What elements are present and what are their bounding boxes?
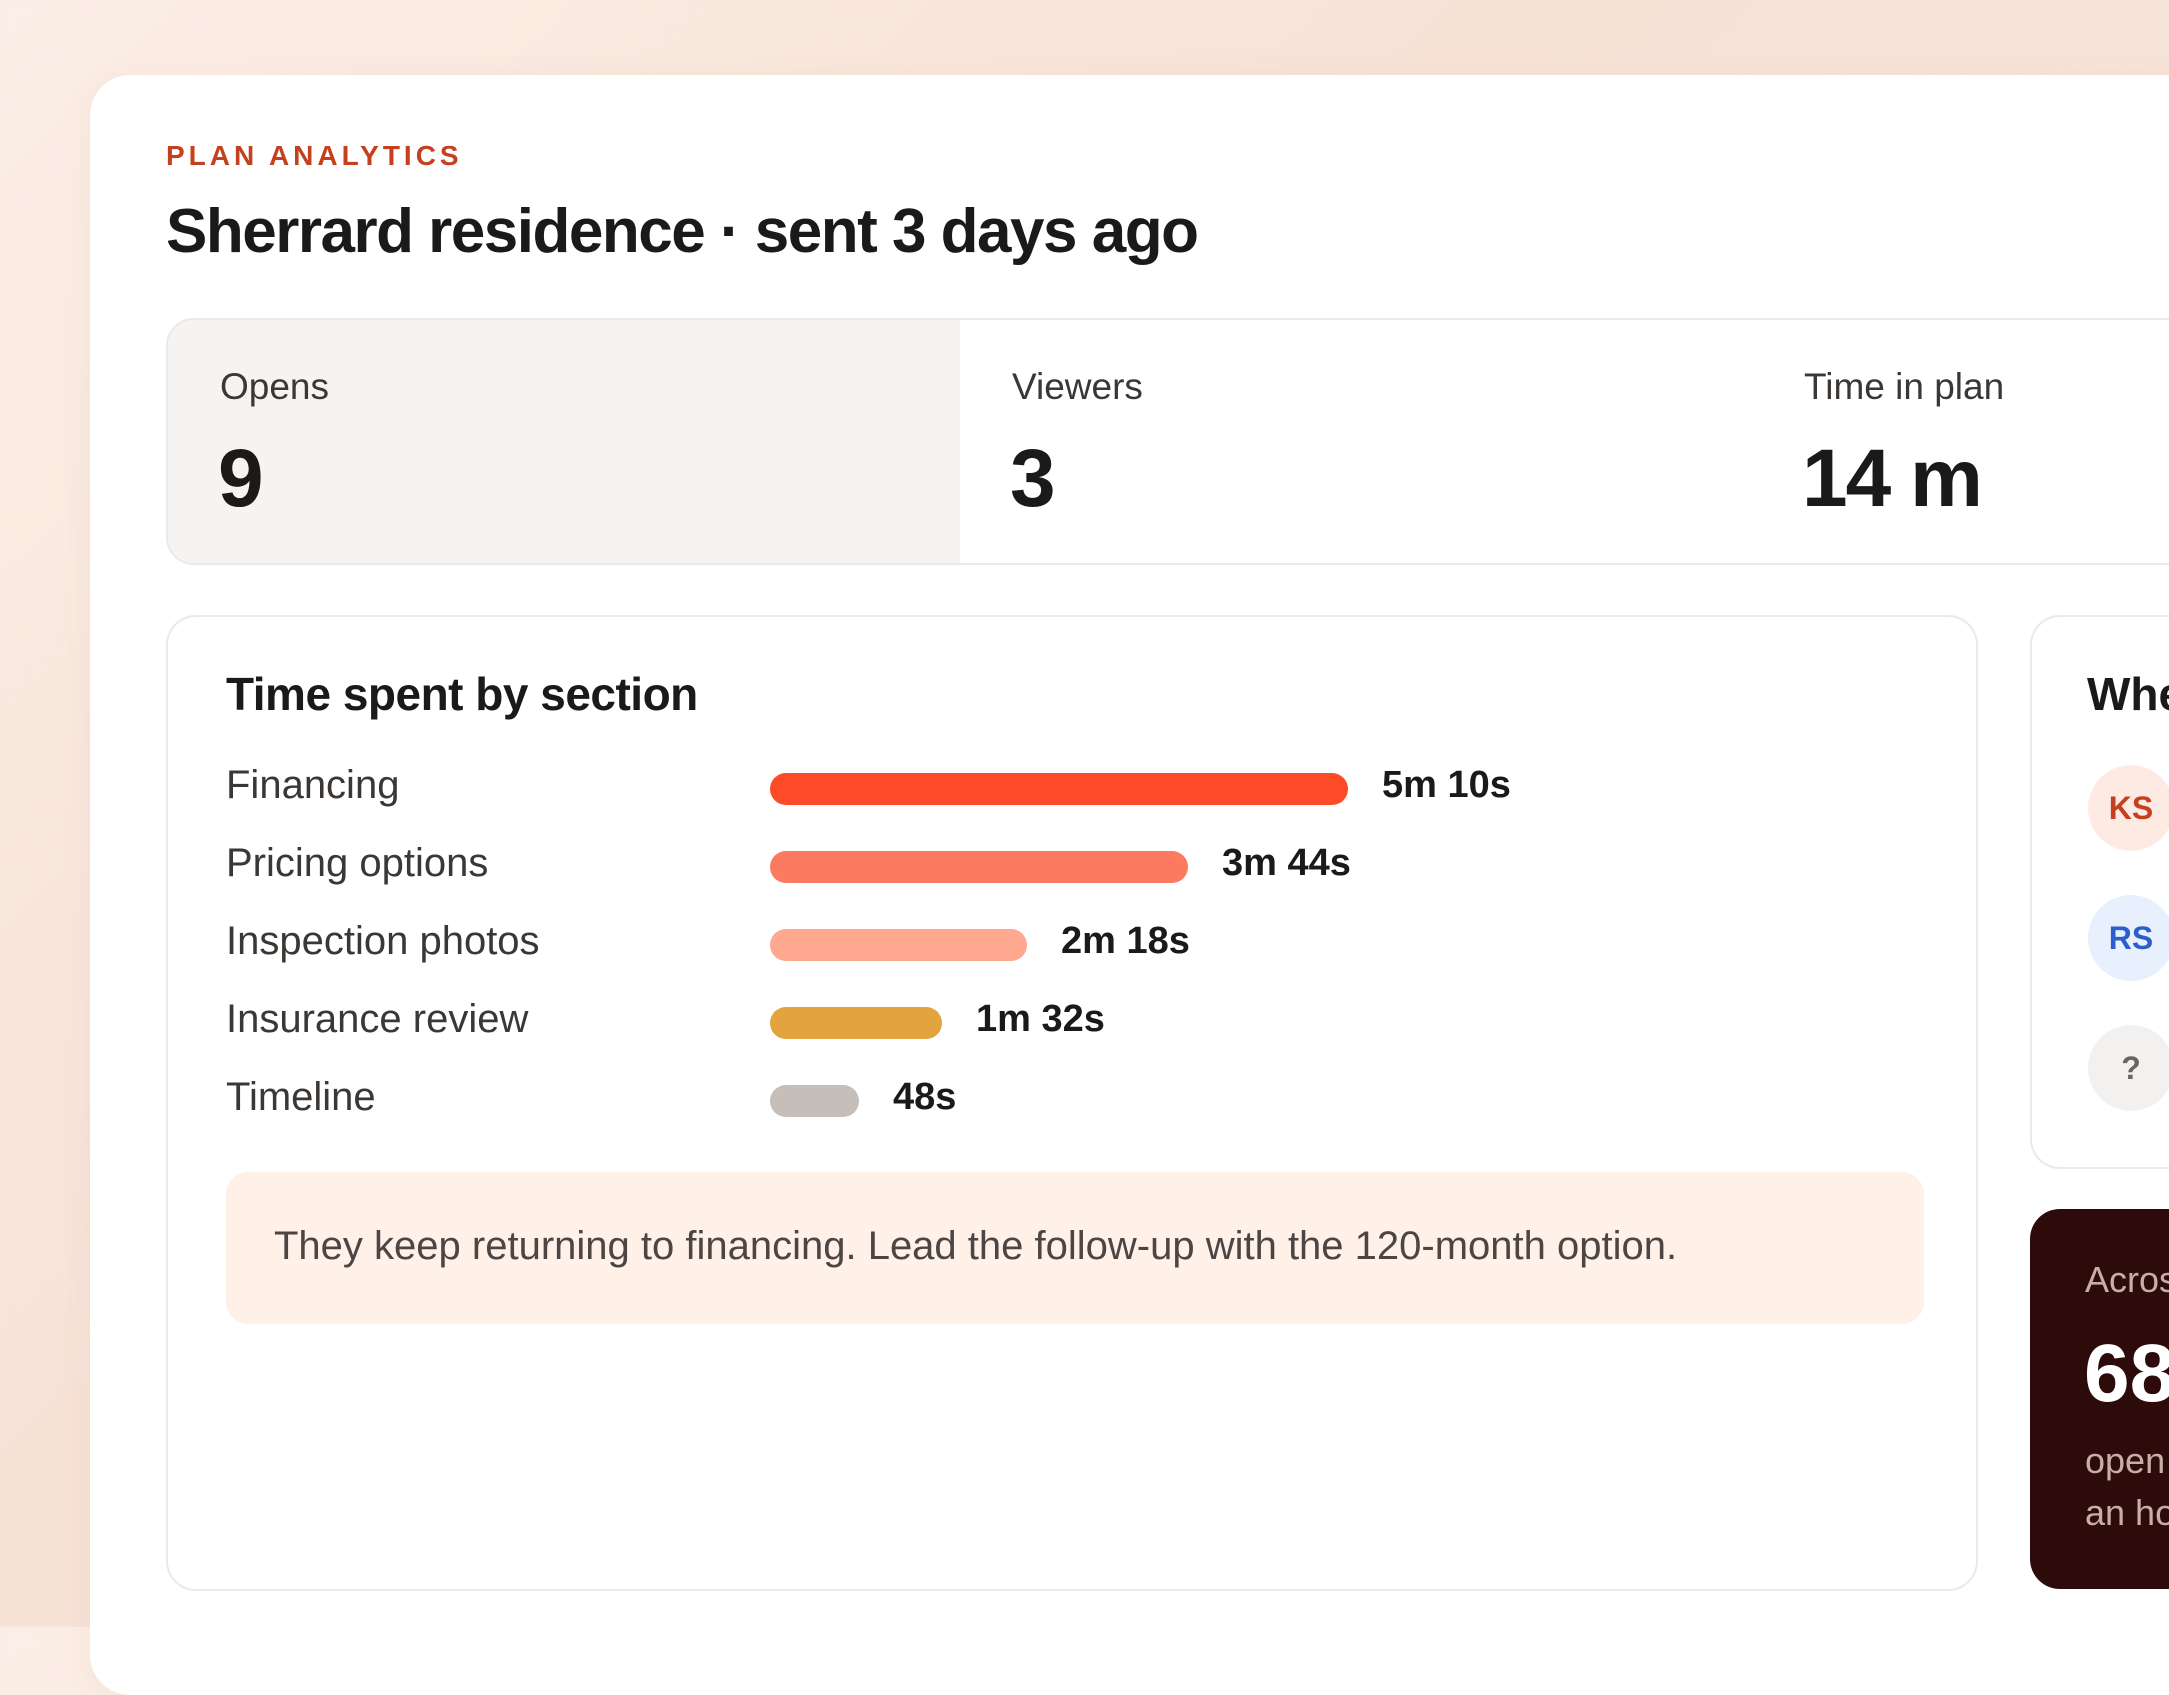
stat-viewers[interactable]: Viewers 3 xyxy=(960,320,1752,563)
stat-value: 3 xyxy=(1010,433,1056,524)
benchmark-eyebrow: Acros xyxy=(2085,1259,2169,1300)
stat-value: 9 xyxy=(218,433,264,524)
stat-opens[interactable]: Opens 9 xyxy=(168,320,960,563)
stat-time-in-plan[interactable]: Time in plan 14 m xyxy=(1752,320,2169,563)
stat-label: Opens xyxy=(220,366,330,407)
benchmark-subtext: open an ho xyxy=(2085,1435,2169,1539)
section-bar xyxy=(770,1007,942,1039)
section-bar-value: 3m 44s xyxy=(1222,842,1351,884)
section-bar-value: 5m 10s xyxy=(1382,764,1511,806)
viewer-avatar[interactable]: KS xyxy=(2088,765,2169,851)
stat-label: Time in plan xyxy=(1804,366,2005,407)
section-row-label: Insurance review xyxy=(226,997,529,1041)
stat-label: Viewers xyxy=(1012,366,1143,407)
benchmark-subtext-line: an ho xyxy=(2085,1492,2169,1533)
viewer-avatar[interactable]: ? xyxy=(2088,1025,2169,1111)
benchmark-subtext-line: open xyxy=(2085,1440,2166,1481)
section-bar xyxy=(770,929,1027,961)
section-row-label: Financing xyxy=(226,763,400,807)
section-row: Inspection photos 2m 18s xyxy=(226,917,1926,995)
section-bar-value: 1m 32s xyxy=(976,998,1105,1040)
section-bar xyxy=(770,851,1188,883)
section-bar xyxy=(770,773,1348,805)
section-title: Time spent by section xyxy=(226,668,698,720)
section-row-label: Timeline xyxy=(226,1075,376,1119)
section-bar-value: 2m 18s xyxy=(1061,920,1190,962)
section-eyebrow: PLAN ANALYTICS xyxy=(166,140,463,171)
viewer-avatar[interactable]: RS xyxy=(2088,895,2169,981)
page-title: Sherrard residence · sent 3 days ago xyxy=(166,197,1199,266)
viewers-panel-title: Whe xyxy=(2087,668,2169,720)
section-row-label: Inspection photos xyxy=(226,919,540,963)
section-row: Pricing options 3m 44s xyxy=(226,839,1926,917)
stats-bar: Opens 9 Viewers 3 Time in plan 14 m xyxy=(166,318,2169,565)
insight-callout: They keep returning to financing. Lead t… xyxy=(226,1172,1924,1324)
section-row: Financing 5m 10s xyxy=(226,761,1926,839)
benchmark-panel: Acros 68 open an ho xyxy=(2030,1209,2169,1589)
section-bar xyxy=(770,1085,859,1117)
section-row: Timeline 48s xyxy=(226,1073,1926,1151)
section-bar-value: 48s xyxy=(893,1076,957,1118)
section-row-label: Pricing options xyxy=(226,841,489,885)
section-row: Insurance review 1m 32s xyxy=(226,995,1926,1073)
insight-text: They keep returning to financing. Lead t… xyxy=(274,1224,1678,1268)
stat-value: 14 m xyxy=(1802,433,1983,524)
time-by-section-card: Time spent by section Financing 5m 10s Pri… xyxy=(166,615,1978,1591)
section-rows: Financing 5m 10s Pricing options 3m 44s Insp… xyxy=(226,761,1926,1151)
benchmark-value: 68 xyxy=(2084,1328,2169,1419)
viewers-panel: Whe KS RS? xyxy=(2030,615,2169,1169)
